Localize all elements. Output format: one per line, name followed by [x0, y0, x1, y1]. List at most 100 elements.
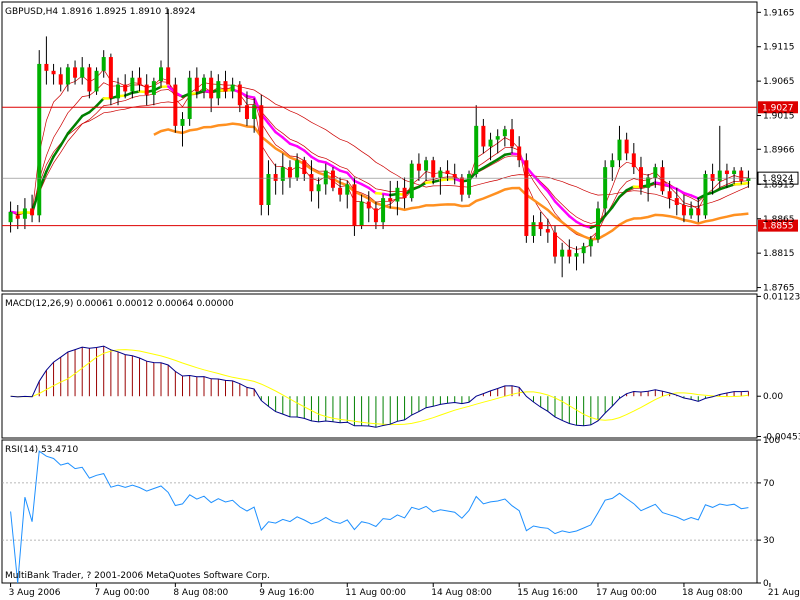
- candle[interactable]: [395, 180, 400, 216]
- candle[interactable]: [44, 36, 49, 85]
- candle[interactable]: [674, 187, 679, 216]
- candle[interactable]: [510, 118, 515, 154]
- candle[interactable]: [638, 156, 643, 195]
- candle[interactable]: [295, 153, 300, 181]
- candle[interactable]: [381, 194, 386, 230]
- candle[interactable]: [338, 177, 343, 202]
- candle[interactable]: [474, 105, 479, 178]
- candle[interactable]: [65, 63, 70, 92]
- candle[interactable]: [266, 160, 271, 216]
- candle[interactable]: [137, 67, 142, 92]
- candle[interactable]: [603, 160, 608, 216]
- candle[interactable]: [123, 74, 128, 99]
- candle[interactable]: [524, 153, 529, 243]
- candle[interactable]: [223, 70, 228, 99]
- candle[interactable]: [660, 160, 665, 195]
- candle[interactable]: [15, 204, 20, 230]
- candle[interactable]: [553, 225, 558, 264]
- candle[interactable]: [8, 201, 13, 233]
- candle[interactable]: [187, 70, 192, 126]
- candle[interactable]: [495, 129, 500, 154]
- candle[interactable]: [746, 170, 751, 188]
- candle[interactable]: [230, 77, 235, 99]
- candle[interactable]: [574, 246, 579, 271]
- candle[interactable]: [144, 74, 149, 106]
- candle[interactable]: [101, 50, 106, 78]
- candle[interactable]: [58, 67, 63, 92]
- candle[interactable]: [467, 170, 472, 199]
- candle[interactable]: [581, 242, 586, 264]
- candle[interactable]: [732, 167, 737, 185]
- candle[interactable]: [631, 143, 636, 175]
- candle[interactable]: [22, 198, 27, 230]
- candle[interactable]: [173, 77, 178, 133]
- candle[interactable]: [80, 57, 85, 85]
- candle[interactable]: [73, 60, 78, 85]
- candle[interactable]: [345, 180, 350, 209]
- candle[interactable]: [108, 53, 113, 106]
- candle[interactable]: [166, 8, 171, 85]
- candle[interactable]: [431, 156, 436, 185]
- candle[interactable]: [617, 125, 622, 168]
- candle[interactable]: [388, 180, 393, 209]
- candle[interactable]: [30, 194, 35, 223]
- candle[interactable]: [194, 67, 199, 99]
- candle[interactable]: [610, 153, 615, 181]
- candle[interactable]: [316, 177, 321, 209]
- candle[interactable]: [445, 160, 450, 181]
- rsi-panel[interactable]: 100 70 30 0: [2, 436, 780, 589]
- candle[interactable]: [416, 153, 421, 181]
- candle[interactable]: [366, 191, 371, 223]
- candle[interactable]: [252, 98, 257, 133]
- candle[interactable]: [51, 63, 56, 85]
- candle[interactable]: [209, 70, 214, 113]
- candle[interactable]: [37, 50, 42, 223]
- candle[interactable]: [560, 242, 565, 278]
- candle[interactable]: [409, 160, 414, 202]
- candle[interactable]: [94, 67, 99, 95]
- macd-panel[interactable]: 0.01123 0.00 -0.00453: [10, 292, 800, 442]
- candle[interactable]: [330, 167, 335, 192]
- candle[interactable]: [646, 174, 651, 202]
- candle[interactable]: [151, 77, 156, 106]
- candle[interactable]: [452, 163, 457, 185]
- candle[interactable]: [130, 70, 135, 99]
- candle[interactable]: [244, 91, 249, 126]
- candle[interactable]: [739, 167, 744, 185]
- candle[interactable]: [402, 177, 407, 209]
- candle[interactable]: [302, 156, 307, 181]
- candle[interactable]: [481, 118, 486, 154]
- candle[interactable]: [567, 239, 572, 264]
- candle[interactable]: [724, 163, 729, 188]
- candle[interactable]: [280, 153, 285, 195]
- candle[interactable]: [624, 132, 629, 161]
- candle[interactable]: [667, 180, 672, 209]
- candle[interactable]: [259, 94, 264, 216]
- candle[interactable]: [696, 198, 701, 223]
- candle[interactable]: [488, 132, 493, 161]
- candle[interactable]: [717, 125, 722, 188]
- candle[interactable]: [323, 163, 328, 195]
- candle[interactable]: [287, 160, 292, 188]
- candle[interactable]: [159, 60, 164, 89]
- candle[interactable]: [216, 74, 221, 106]
- candle[interactable]: [424, 156, 429, 181]
- candle[interactable]: [588, 235, 593, 257]
- candle[interactable]: [595, 201, 600, 243]
- candle[interactable]: [116, 77, 121, 106]
- candle[interactable]: [703, 170, 708, 219]
- candle[interactable]: [459, 174, 464, 202]
- candle[interactable]: [517, 136, 522, 168]
- candle[interactable]: [689, 201, 694, 219]
- candle[interactable]: [681, 194, 686, 223]
- candle[interactable]: [352, 177, 357, 236]
- candle[interactable]: [359, 194, 364, 230]
- candle[interactable]: [653, 163, 658, 188]
- candle[interactable]: [201, 74, 206, 99]
- candle[interactable]: [273, 163, 278, 195]
- candle[interactable]: [309, 160, 314, 202]
- candle[interactable]: [87, 63, 92, 99]
- candle[interactable]: [373, 201, 378, 230]
- candle[interactable]: [545, 218, 550, 243]
- candle[interactable]: [180, 112, 185, 147]
